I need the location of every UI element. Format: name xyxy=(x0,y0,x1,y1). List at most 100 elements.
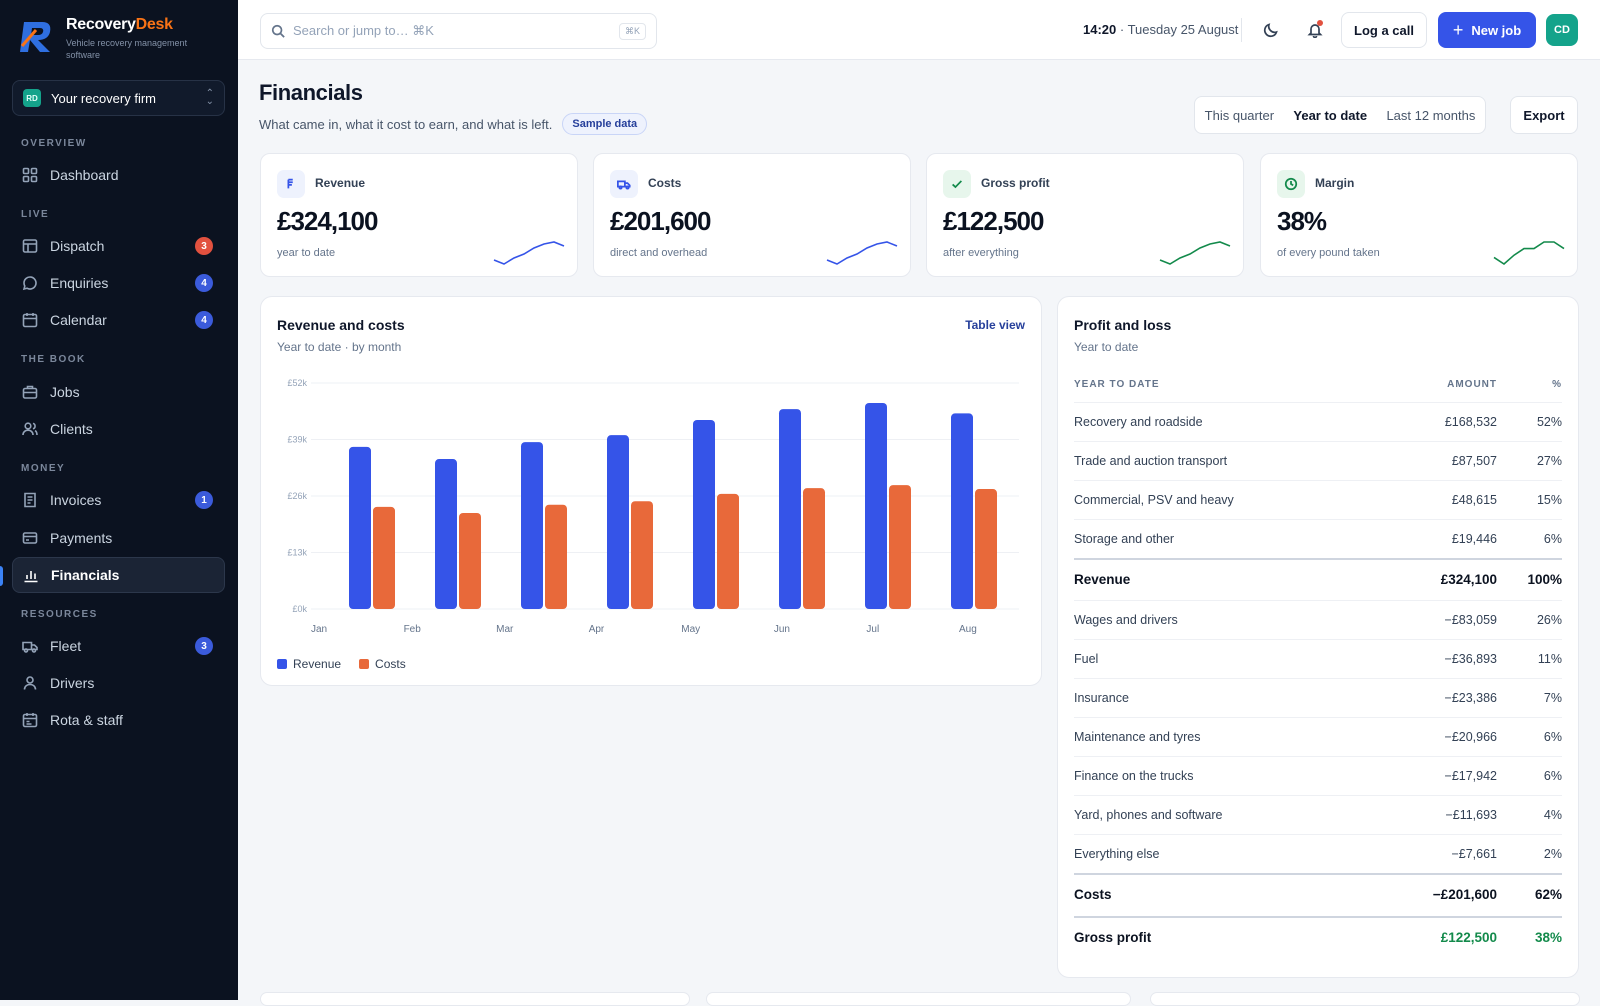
bar-costs-apr[interactable] xyxy=(631,501,653,609)
revenue-costs-chart: £0k £13k £26k £39k £52k Jan Feb Mar Apr May Jun Jul… xyxy=(287,378,1019,635)
x-tick-label: Jun xyxy=(774,624,790,635)
sidebar-item-clients[interactable]: Clients xyxy=(12,411,225,447)
bar-revenue-mar[interactable] xyxy=(521,442,543,609)
kpi-card-costs: Costs £201,600 direct and overhead xyxy=(593,153,911,277)
y-tick-label: £26k xyxy=(287,491,307,501)
sparkline-path xyxy=(1159,241,1231,265)
sidebar-item-jobs[interactable]: Jobs xyxy=(12,374,225,410)
new-job-button[interactable]: + New job xyxy=(1438,12,1536,48)
sidebar-item-rota[interactable]: Rota & staff xyxy=(12,702,225,738)
table-divider xyxy=(1074,480,1562,481)
notifications-button[interactable] xyxy=(1303,18,1327,42)
nav-section-money: MONEY xyxy=(21,463,66,474)
bar-costs-aug[interactable] xyxy=(975,489,997,609)
sidebar-item-label: Dispatch xyxy=(50,238,105,254)
pl-pct: 6% xyxy=(1543,729,1562,744)
x-tick-label: May xyxy=(681,624,700,635)
bar-costs-jul[interactable] xyxy=(889,485,911,609)
y-tick-label: £13k xyxy=(287,548,307,558)
export-button[interactable]: Export xyxy=(1510,96,1578,134)
date-time: 14:20 · Tuesday 25 August xyxy=(1083,22,1239,37)
chart-subtitle: Year to date · by month xyxy=(277,340,402,354)
sidebar-item-drivers[interactable]: Drivers xyxy=(12,665,225,701)
bar-revenue-aug[interactable] xyxy=(951,413,973,609)
firm-switcher[interactable]: RD Your recovery firm ⌃ ⌄ xyxy=(12,80,225,116)
sidebar-item-fleet[interactable]: Fleet 3 xyxy=(12,628,225,664)
sparkline-path xyxy=(826,241,898,265)
pl-pct: 6% xyxy=(1543,768,1562,783)
pl-name: Trade and auction transport xyxy=(1074,453,1228,468)
kpi-label: Gross profit xyxy=(981,176,1050,190)
table-row: Everything else −£7,661 2% xyxy=(1074,834,1562,873)
bar-revenue-apr[interactable] xyxy=(607,435,629,609)
pl-amt: −£11,693 xyxy=(1445,807,1497,822)
pl-title: Profit and loss xyxy=(1074,317,1172,333)
search-shortcut: ⌘K xyxy=(618,22,646,40)
bar-costs-feb[interactable] xyxy=(459,512,481,609)
pl-gross-profit-row: Gross profit £122,500 38% xyxy=(1074,916,1562,959)
x-tick-label: Mar xyxy=(496,624,514,635)
firm-badge: RD xyxy=(23,89,41,107)
date-range-selector: This quarter Year to date Last 12 months xyxy=(1194,96,1486,134)
sidebar-item-financials[interactable]: Financials xyxy=(12,557,225,593)
nav-section-book: THE BOOK xyxy=(21,354,86,365)
sidebar-item-dispatch[interactable]: Dispatch 3 xyxy=(12,228,225,264)
search-input[interactable]: Search or jump to… ⌘K ⌘K xyxy=(260,13,657,49)
sidebar-item-label: Rota & staff xyxy=(50,712,123,728)
table-row: Storage and other £19,446 6% xyxy=(1074,519,1562,558)
invoice-icon xyxy=(24,492,36,508)
pl-pct: 52% xyxy=(1536,414,1562,429)
kpi-card-gross-profit: Gross profit £122,500 after everything xyxy=(926,153,1244,277)
fleet-count-badge: 3 xyxy=(195,637,213,655)
bar-costs-jun[interactable] xyxy=(803,488,825,609)
notification-dot xyxy=(1317,20,1323,26)
sidebar-item-enquiries[interactable]: Enquiries 4 xyxy=(12,265,225,301)
theme-toggle[interactable] xyxy=(1259,18,1283,42)
user-icon xyxy=(23,676,37,690)
kpi-value: 38% xyxy=(1277,206,1327,236)
sparkline xyxy=(493,241,565,265)
page-title: Financials xyxy=(259,80,363,105)
chevron-updown-icon: ⌃ ⌄ xyxy=(205,88,214,107)
users-icon xyxy=(22,422,38,436)
range-last-12-months[interactable]: Last 12 months xyxy=(1386,107,1476,123)
sidebar-item-invoices[interactable]: Invoices 1 xyxy=(12,482,225,518)
pl-name: Revenue xyxy=(1074,571,1131,587)
brand[interactable]: RecoveryDesk Vehicle recovery management… xyxy=(20,16,206,61)
pl-amt: £168,532 xyxy=(1444,414,1497,429)
range-year-to-date[interactable]: Year to date xyxy=(1293,107,1368,123)
pl-name: Commercial, PSV and heavy xyxy=(1074,492,1234,507)
pl-amt: −£23,386 xyxy=(1444,690,1497,705)
bar-costs-may[interactable] xyxy=(717,493,739,609)
pl-pct: 27% xyxy=(1536,453,1562,468)
bar-revenue-jun[interactable] xyxy=(779,409,801,609)
bell-icon xyxy=(1307,24,1323,38)
bar-revenue-jul[interactable] xyxy=(865,402,887,609)
kpi-note: direct and overhead xyxy=(610,247,708,259)
board-icon xyxy=(22,239,38,253)
pl-subtitle: Year to date xyxy=(1074,340,1139,354)
range-this-quarter[interactable]: This quarter xyxy=(1204,107,1275,123)
bar-revenue-feb[interactable] xyxy=(435,459,457,609)
kpi-value: £122,500 xyxy=(943,206,1044,236)
bar-costs-jan[interactable] xyxy=(373,506,395,609)
pl-pct: 2% xyxy=(1543,846,1562,861)
table-view-link[interactable]: Table view xyxy=(965,318,1025,332)
sidebar-item-calendar[interactable]: Calendar 4 xyxy=(12,302,225,338)
check-icon xyxy=(943,170,971,198)
pl-amt: £48,615 xyxy=(1451,492,1497,507)
sidebar-item-payments[interactable]: Payments xyxy=(12,520,225,556)
pl-pct: 26% xyxy=(1536,612,1562,627)
log-call-button[interactable]: Log a call xyxy=(1341,12,1427,48)
bar-revenue-jan[interactable] xyxy=(349,446,371,609)
pl-amt: £122,500 xyxy=(1440,930,1497,945)
bar-costs-mar[interactable] xyxy=(545,504,567,609)
bar-revenue-may[interactable] xyxy=(693,419,715,609)
avatar[interactable]: CD xyxy=(1546,14,1578,46)
sidebar-item-label: Clients xyxy=(50,421,93,437)
sidebar-item-dashboard[interactable]: Dashboard xyxy=(12,157,225,193)
kpi-note: after everything xyxy=(943,247,1019,259)
sparkline xyxy=(1159,241,1231,265)
pl-pct: 7% xyxy=(1543,690,1562,705)
active-nav-indicator xyxy=(0,566,3,586)
